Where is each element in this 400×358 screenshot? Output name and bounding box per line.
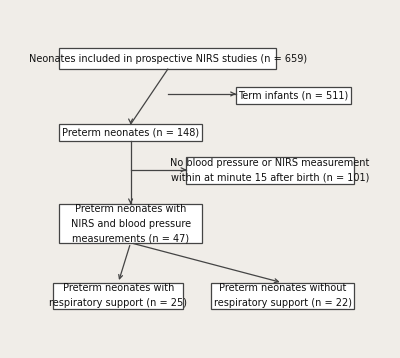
Bar: [59, 48, 276, 69]
Bar: [236, 87, 351, 103]
Bar: [211, 283, 354, 309]
Text: Preterm neonates with
NIRS and blood pressure
measurements (n = 47): Preterm neonates with NIRS and blood pre…: [70, 204, 191, 243]
Text: No blood pressure or NIRS measurement
within at minute 15 after birth (n = 101): No blood pressure or NIRS measurement wi…: [170, 158, 370, 183]
Text: Preterm neonates with
respiratory support (n = 25): Preterm neonates with respiratory suppor…: [49, 284, 187, 308]
Text: Term infants (n = 511): Term infants (n = 511): [238, 90, 348, 100]
Text: Preterm neonates (n = 148): Preterm neonates (n = 148): [62, 127, 199, 137]
Bar: [59, 204, 202, 243]
Text: Preterm neonates without
respiratory support (n = 22): Preterm neonates without respiratory sup…: [214, 284, 352, 308]
Text: Neonates included in prospective NIRS studies (n = 659): Neonates included in prospective NIRS st…: [29, 54, 307, 64]
Bar: [186, 158, 354, 184]
Bar: [59, 124, 202, 141]
Bar: [53, 283, 183, 309]
